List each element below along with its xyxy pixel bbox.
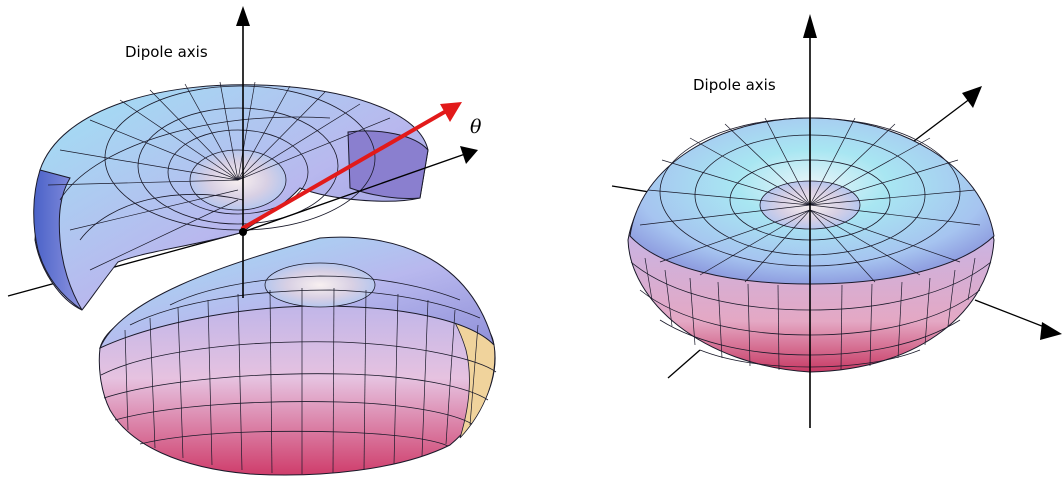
left-upper-torus — [33, 81, 429, 311]
left-lower-torus-hole — [264, 262, 376, 308]
left-origin-point — [239, 228, 247, 236]
left-horizontal-axis-arrowhead — [460, 146, 478, 164]
right-panel: Dipole axis — [611, 14, 1062, 428]
right-side-mesh-verticals — [644, 257, 976, 372]
left-horizontal-axis-back — [7, 231, 244, 297]
angle-theta-label: θ — [470, 116, 482, 138]
right-dipole-axis-label: Dipole axis — [693, 76, 776, 94]
left-panel: Dipole axis θ — [7, 6, 497, 476]
right-mesh-radials — [639, 116, 981, 285]
left-horizontal-axis-front — [242, 152, 469, 233]
left-upper-mesh-radials — [47, 81, 391, 271]
right-axis-front-right — [974, 299, 1053, 331]
right-axis-front-right-arrowhead — [1040, 322, 1062, 340]
left-dipole-axis-label: Dipole axis — [125, 43, 208, 61]
left-upper-mesh-rings — [59, 85, 376, 241]
left-upper-torus-shadow-edge — [33, 169, 83, 311]
left-direction-arrow-head — [440, 102, 462, 122]
left-upper-torus-right-cap — [347, 130, 429, 199]
right-axis-diagonal-arrowhead — [962, 86, 982, 108]
right-dipole-axis-arrowhead — [803, 14, 817, 38]
left-dipole-axis-arrowhead — [236, 6, 250, 26]
left-lower-mesh-verticals — [124, 287, 479, 474]
left-lower-mesh-rings — [100, 275, 497, 447]
left-lower-torus — [98, 236, 497, 476]
right-axis-front-lower-left — [667, 349, 701, 379]
left-direction-arrow-line — [241, 108, 450, 230]
